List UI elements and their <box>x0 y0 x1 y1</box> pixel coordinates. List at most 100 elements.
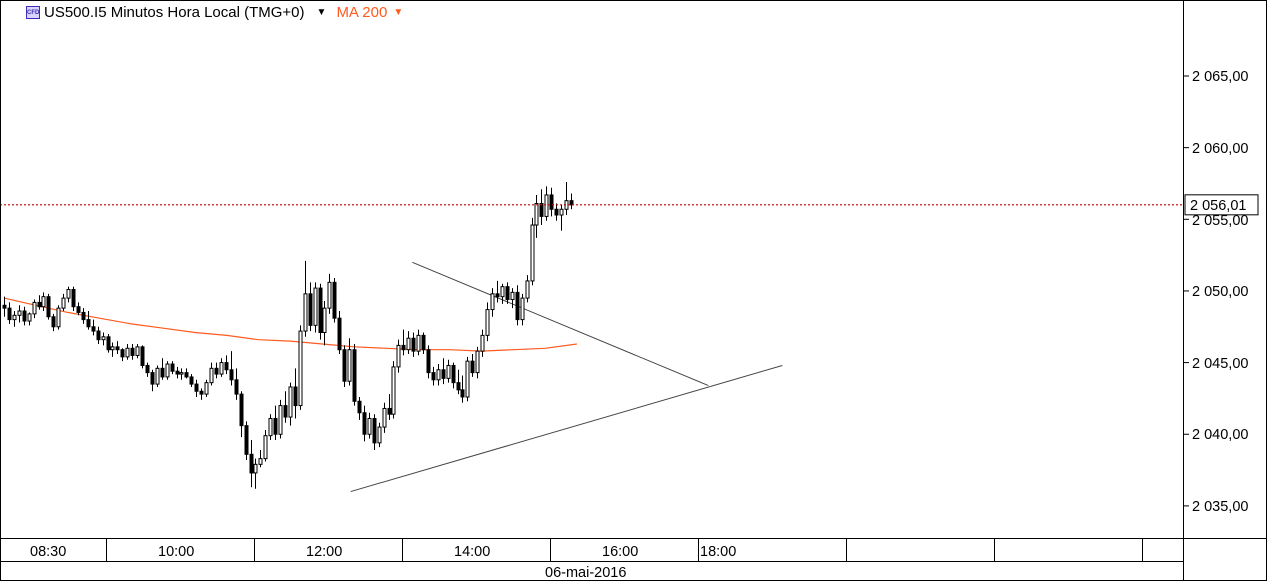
candle-body-down <box>357 400 362 414</box>
candle <box>539 189 544 226</box>
time-tick: 08:30 <box>30 544 66 560</box>
candle-body-up <box>382 407 387 428</box>
candle <box>416 329 421 356</box>
candle-body-down <box>470 360 475 374</box>
candle-body-up <box>416 334 421 352</box>
candle <box>22 306 27 326</box>
candle-body-up <box>253 463 258 474</box>
candle <box>37 295 42 310</box>
candle <box>377 422 382 448</box>
candle-body-down <box>318 287 323 334</box>
candle <box>505 282 510 304</box>
candle-body-up <box>27 313 32 322</box>
candle-body-up <box>377 426 382 444</box>
candle-body-down <box>387 407 392 415</box>
time-tick: 18:00 <box>700 544 736 560</box>
candle <box>485 302 490 342</box>
chevron-down-icon[interactable]: ▼ <box>316 6 327 18</box>
candle <box>411 332 416 357</box>
candle <box>184 368 189 379</box>
candle <box>199 388 204 400</box>
candle-body-up <box>17 310 22 316</box>
candle-body-up <box>32 301 37 315</box>
candle-body-down <box>189 376 194 385</box>
candle <box>155 365 160 387</box>
candle-body-down <box>244 425 249 455</box>
indicator-chevron-down-icon[interactable]: ▼ <box>393 6 404 18</box>
symbol-title[interactable]: US500.I5 Minutos Hora Local (TMG+0) <box>44 3 305 21</box>
candle-body-down <box>229 369 234 381</box>
candle-body-down <box>332 281 337 319</box>
trendline-layer[interactable] <box>350 261 783 493</box>
candle <box>288 382 293 426</box>
candle-body-down <box>441 369 446 379</box>
candle-body-up <box>480 334 485 352</box>
candle <box>318 283 323 340</box>
candle <box>372 414 377 451</box>
candle-body-down <box>337 317 342 351</box>
candle <box>278 399 283 439</box>
candle-body-down <box>411 337 416 352</box>
candle <box>475 346 480 379</box>
candle <box>352 343 357 406</box>
candle-body-up <box>155 367 160 385</box>
price-tick: 2 045,00 <box>1192 356 1248 372</box>
candle-body-up <box>298 330 303 407</box>
candle <box>367 412 372 439</box>
candle <box>253 458 258 489</box>
candle-body-down <box>194 383 199 392</box>
candle-body-up <box>66 289 71 299</box>
candle <box>544 186 549 221</box>
candle-body-up <box>263 435 268 460</box>
candle <box>480 329 485 357</box>
candle-body-up <box>436 369 441 381</box>
candle <box>7 302 12 324</box>
candle <box>214 362 219 379</box>
candle-body-down <box>150 372 155 385</box>
candle-body-up <box>209 367 214 384</box>
candle <box>293 368 298 419</box>
time-axis[interactable]: 08:30 10:00 12:00 14:00 16:00 18:00 <box>30 544 736 560</box>
candles-layer <box>2 182 574 489</box>
candle <box>239 391 244 438</box>
price-axis[interactable]: 2 065,00 2 060,00 2 055,00 2 050,00 2 04… <box>1192 69 1248 515</box>
candle-body-down <box>46 296 51 318</box>
candle <box>391 361 396 419</box>
candle-body-down <box>554 208 559 216</box>
candle-body-up <box>530 224 535 282</box>
candle-body-up <box>268 417 273 437</box>
candle-body-up <box>303 293 308 332</box>
candle <box>46 293 51 320</box>
candle <box>224 355 229 375</box>
candle-body-down <box>234 379 239 395</box>
candle <box>145 362 150 377</box>
candle-body-down <box>22 310 27 322</box>
candle <box>396 339 401 373</box>
trendline[interactable] <box>350 364 783 493</box>
candle-body-up <box>41 296 46 308</box>
candle-body-down <box>130 347 135 356</box>
candle <box>2 296 7 317</box>
candle-body-down <box>515 291 520 321</box>
candle <box>179 368 184 380</box>
candle <box>86 311 91 330</box>
indicator-label[interactable]: MA 200 <box>336 3 388 21</box>
candle <box>327 273 332 314</box>
trendline[interactable] <box>412 261 709 386</box>
candle-body-up <box>313 287 318 326</box>
candle-body-up <box>125 347 130 358</box>
candle <box>308 282 313 332</box>
candle <box>490 288 495 317</box>
candle-body-down <box>106 336 111 351</box>
candle <box>332 278 337 323</box>
candle-body-up <box>510 291 515 301</box>
time-tick: 10:00 <box>158 544 194 560</box>
candle <box>189 374 194 387</box>
candle-body-up <box>544 194 549 217</box>
time-tick: 16:00 <box>602 544 638 560</box>
candle <box>401 329 406 356</box>
candle <box>520 293 525 326</box>
candle <box>515 285 520 326</box>
